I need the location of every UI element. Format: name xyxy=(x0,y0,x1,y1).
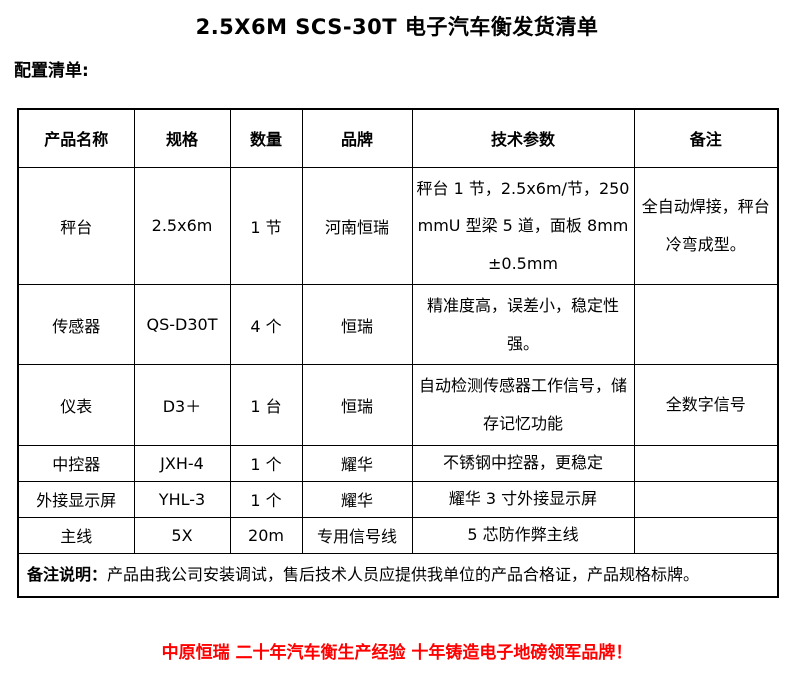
row4-brand: 耀华 xyxy=(301,444,413,482)
row5-brand: 耀华 xyxy=(301,480,413,518)
row6-qty: 20m xyxy=(229,516,303,554)
row2-brand: 恒瑞 xyxy=(301,284,413,366)
table-row-indicator: 仪表 D3＋ 1 台 恒瑞 自动检测传感器工作信号，储存记忆功能 全数字信号 xyxy=(17,364,779,446)
table-row-main-cable: 主线 5X 20m 专用信号线 5 芯防作弊主线 xyxy=(17,516,779,554)
row4-params: 不锈钢中控器，更稳定 xyxy=(411,444,635,482)
remark-text: 产品由我公司安装调试，售后技术人员应提供我单位的产品合格证，产品规格标牌。 xyxy=(107,565,700,585)
table-row-platform: 秤台 2.5x6m 1 节 河南恒瑞 秤台 1 节，2.5x6m/节，250mm… xyxy=(17,166,779,286)
row1-params: 秤台 1 节，2.5x6m/节，250mmU 型梁 5 道，面板 8mm ±0.… xyxy=(411,166,635,286)
row6-brand: 专用信号线 xyxy=(301,516,413,554)
table-row-external-display: 外接显示屏 YHL-3 1 个 耀华 耀华 3 寸外接显示屏 xyxy=(17,480,779,518)
table-row-remark: 备注说明：产品由我公司安装调试，售后技术人员应提供我单位的产品合格证，产品规格标… xyxy=(17,552,779,598)
row3-params: 自动检测传感器工作信号，储存记忆功能 xyxy=(411,364,635,446)
row3-qty: 1 台 xyxy=(229,364,303,446)
row2-spec: QS-D30T xyxy=(133,284,231,366)
row2-qty: 4 个 xyxy=(229,284,303,366)
document-title: 2.5X6M SCS-30T 电子汽车衡发货清单 xyxy=(195,15,599,39)
row5-qty: 1 个 xyxy=(229,480,303,518)
row4-qty: 1 个 xyxy=(229,444,303,482)
header-product-name: 产品名称 xyxy=(17,108,135,168)
row4-spec: JXH-4 xyxy=(133,444,231,482)
row3-name: 仪表 xyxy=(17,364,135,446)
row5-name: 外接显示屏 xyxy=(17,480,135,518)
row4-note xyxy=(633,444,779,482)
row1-name: 秤台 xyxy=(17,166,135,286)
header-qty: 数量 xyxy=(229,108,303,168)
row6-params: 5 芯防作弊主线 xyxy=(411,516,635,554)
table-header-row: 产品名称 规格 数量 品牌 技术参数 备注 xyxy=(17,108,779,168)
row5-params: 耀华 3 寸外接显示屏 xyxy=(411,480,635,518)
header-note: 备注 xyxy=(633,108,779,168)
row3-brand: 恒瑞 xyxy=(301,364,413,446)
header-brand: 品牌 xyxy=(301,108,413,168)
row1-note: 全自动焊接，秤台冷弯成型。 xyxy=(633,166,779,286)
brand-slogan: 中原恒瑞 二十年汽车衡生产经验 十年铸造电子地磅领军品牌！ xyxy=(161,643,633,663)
row3-spec: D3＋ xyxy=(133,364,231,446)
table-row-sensor: 传感器 QS-D30T 4 个 恒瑞 精准度高，误差小，稳定性强。 xyxy=(17,284,779,366)
row5-spec: YHL-3 xyxy=(133,480,231,518)
remark-label: 备注说明： xyxy=(27,565,108,585)
table-row-controller: 中控器 JXH-4 1 个 耀华 不锈钢中控器，更稳定 xyxy=(17,444,779,482)
row2-note xyxy=(633,284,779,366)
row2-params: 精准度高，误差小，稳定性强。 xyxy=(411,284,635,366)
row5-note xyxy=(633,480,779,518)
row2-name: 传感器 xyxy=(17,284,135,366)
row6-spec: 5X xyxy=(133,516,231,554)
row1-qty: 1 节 xyxy=(229,166,303,286)
row1-brand: 河南恒瑞 xyxy=(301,166,413,286)
remark-cell: 备注说明：产品由我公司安装调试，售后技术人员应提供我单位的产品合格证，产品规格标… xyxy=(17,552,779,598)
shipping-list-table: 产品名称 规格 数量 品牌 技术参数 备注 秤台 2.5x6m 1 节 河南恒瑞… xyxy=(17,108,779,599)
row4-name: 中控器 xyxy=(17,444,135,482)
header-params: 技术参数 xyxy=(411,108,635,168)
row6-note xyxy=(633,516,779,554)
row1-spec: 2.5x6m xyxy=(133,166,231,286)
row3-note: 全数字信号 xyxy=(633,364,779,446)
config-list-label: 配置清单: xyxy=(14,61,89,81)
row6-name: 主线 xyxy=(17,516,135,554)
header-spec: 规格 xyxy=(133,108,231,168)
